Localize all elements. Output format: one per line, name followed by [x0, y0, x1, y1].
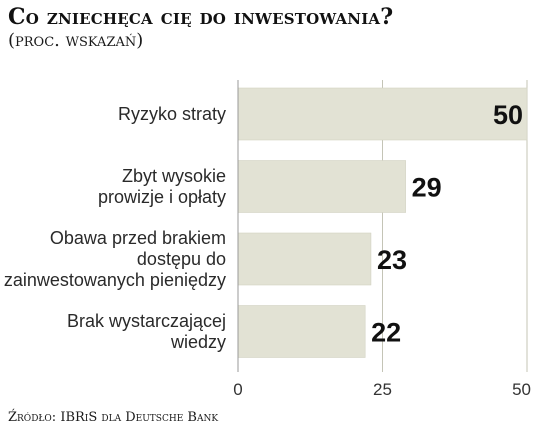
- value-label-2: 23: [377, 245, 407, 275]
- tick-label-50: 50: [512, 380, 531, 399]
- category-label-2: Obawa przed brakiem dostępu do zainwestowa…: [4, 228, 226, 290]
- source-note: Źródło: IBRiS dla Deutsche Bank: [8, 410, 219, 425]
- category-label-line: dostępu do: [137, 249, 226, 269]
- category-label-line: prowizje i opłaty: [98, 187, 226, 207]
- category-label-line: Obawa przed brakiem: [50, 228, 226, 248]
- value-label-1: 29: [412, 173, 442, 203]
- category-label-3: Brak wystarczającej wiedzy: [67, 311, 226, 352]
- category-label-0: Ryzyko straty: [118, 104, 226, 124]
- chart-subtitle: (proc. wskazań): [8, 30, 144, 51]
- bar-2: [237, 232, 372, 286]
- category-label-line: zainwestowanych pieniędzy: [4, 270, 226, 290]
- tick-label-0: 0: [233, 380, 242, 399]
- category-label-line: Zbyt wysokie: [122, 166, 226, 186]
- category-label-1: Zbyt wysokie prowizje i opłaty: [98, 166, 226, 207]
- category-label-line: Brak wystarczającej: [67, 311, 226, 331]
- category-label-line: wiedzy: [170, 332, 226, 352]
- value-label-3: 22: [371, 318, 401, 348]
- bar-0: [237, 87, 528, 141]
- chart-title: Co zniechęca cię do inwestowania?: [8, 4, 394, 30]
- bar-3: [237, 305, 366, 358]
- value-label-0: 50: [493, 100, 523, 130]
- tick-label-25: 25: [373, 380, 392, 399]
- category-label-line: Ryzyko straty: [118, 104, 226, 124]
- bar-1: [237, 160, 406, 213]
